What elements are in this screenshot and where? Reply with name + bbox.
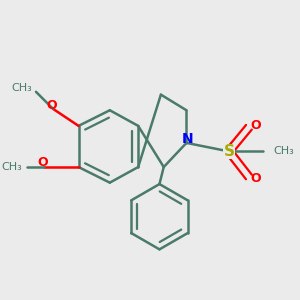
Text: O: O [251,119,261,132]
Text: O: O [46,100,57,112]
Text: O: O [251,172,261,185]
Text: CH₃: CH₃ [1,162,22,172]
Text: N: N [182,132,194,145]
Text: CH₃: CH₃ [273,146,294,156]
Text: CH₃: CH₃ [11,82,32,92]
Text: O: O [38,156,48,169]
Text: S: S [224,144,235,159]
